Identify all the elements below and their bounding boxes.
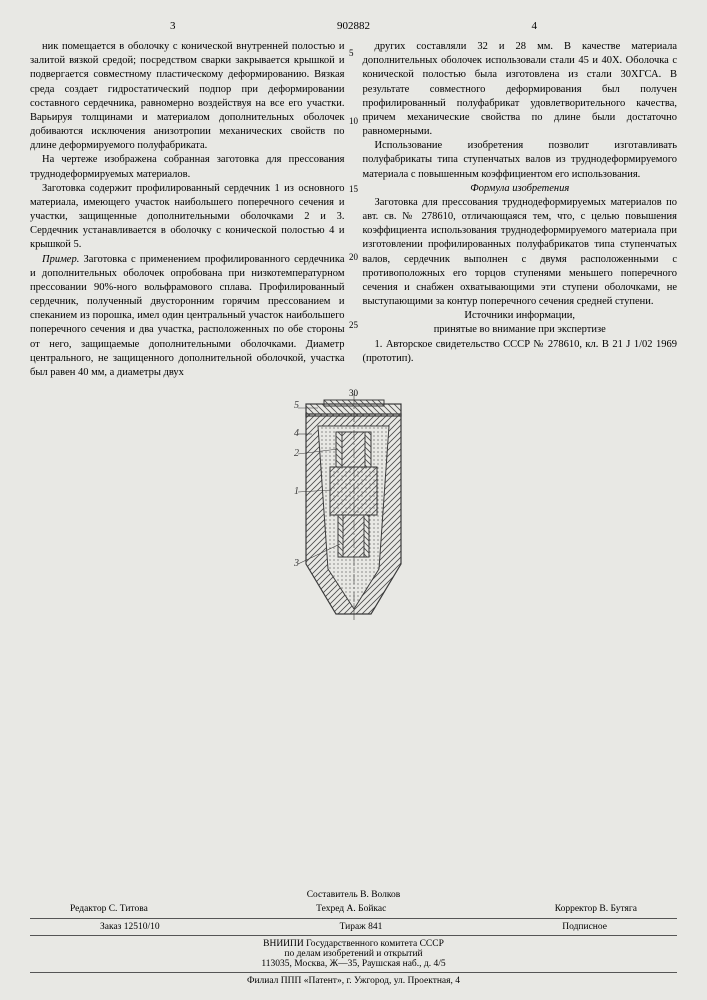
imprint-footer: Составитель В. Волков Редактор С. Титова… xyxy=(30,890,677,986)
fig-label-3: 3 xyxy=(293,558,299,569)
techred: Техред А. Бойкас xyxy=(316,904,386,914)
body-text: Пример. Заготовка с применением профилир… xyxy=(30,253,345,381)
address-line: Филиал ППП «Патент», г. Ужгород, ул. Про… xyxy=(30,976,677,986)
corrector: Корректор В. Бутяга xyxy=(555,904,637,914)
sources-heading: принятые во внимание при экспертизе xyxy=(363,323,678,337)
technical-drawing: 5 4 2 1 3 xyxy=(276,394,431,629)
doc-number: 902882 xyxy=(30,20,677,32)
body-text: Использование изобретения позволит изгот… xyxy=(363,139,678,182)
fig-label-4: 4 xyxy=(294,428,299,439)
sources-heading: Источники информации, xyxy=(363,309,678,323)
right-column: других составляли 32 и 28 мм. В качестве… xyxy=(363,40,678,380)
formula-heading: Формула изобретения xyxy=(363,182,678,196)
org-line: по делам изобретений и открытий xyxy=(30,949,677,959)
compiler: Составитель В. Волков xyxy=(30,890,677,900)
body-text: других составляли 32 и 28 мм. В качестве… xyxy=(363,40,678,139)
subscription: Подписное xyxy=(562,922,607,932)
page-num-right: 4 xyxy=(532,20,538,32)
tirage: Тираж 841 xyxy=(340,922,383,932)
fig-label-2: 2 xyxy=(294,448,299,459)
body-text: ник помещается в оболочку с конической в… xyxy=(30,40,345,153)
order-num: Заказ 12510/10 xyxy=(100,922,160,932)
body-text: На чертеже изображена собранная заготовк… xyxy=(30,153,345,181)
fig-label-5: 5 xyxy=(294,400,299,411)
fig-label-1: 1 xyxy=(294,486,299,497)
claim-text: Заготовка для прессования труднодеформир… xyxy=(363,196,678,309)
body-text: Заготовка содержит профилированный серде… xyxy=(30,182,345,253)
left-column: ник помещается в оболочку с конической в… xyxy=(30,40,345,380)
org-line: ВНИИПИ Государственного комитета СССР xyxy=(30,939,677,949)
reference-text: 1. Авторское свидетельство СССР № 278610… xyxy=(363,338,678,366)
address-line: 113035, Москва, Ж—35, Раушская наб., д. … xyxy=(30,959,677,969)
line-numbers: 5 10 15 20 25 30 xyxy=(349,48,358,398)
editor: Редактор С. Титова xyxy=(70,904,148,914)
page-num-left: 3 xyxy=(170,20,176,32)
